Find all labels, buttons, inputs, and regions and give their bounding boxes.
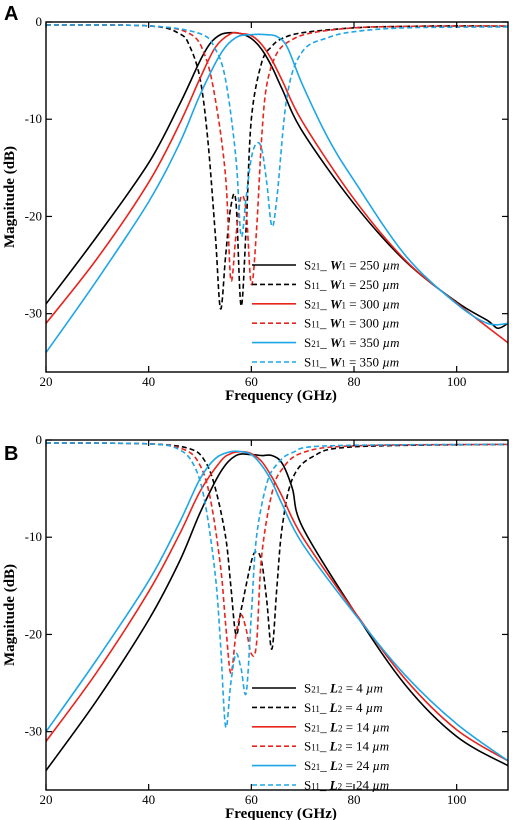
legend-entry: S11_ L2 = 4 µm	[304, 700, 383, 715]
series-line-s11-3	[46, 24, 508, 286]
series-line-s11-5	[46, 442, 508, 729]
panel-label: A	[4, 3, 18, 25]
y-tick-label: -20	[25, 208, 42, 223]
y-tick-label: 0	[36, 14, 43, 29]
x-tick-label: 20	[40, 374, 53, 389]
x-tick-label: 100	[447, 374, 467, 389]
series-line-s11-5	[46, 24, 508, 238]
x-tick-label: 60	[245, 792, 258, 807]
x-tick-label: 80	[348, 792, 361, 807]
legend-entry: S21_ L2 = 4 µm	[304, 681, 383, 696]
y-tick-label: -20	[25, 626, 42, 641]
x-tick-label: 20	[40, 792, 53, 807]
series-line-s21-2	[46, 31, 508, 344]
y-axis-title: Magnitude (dB)	[2, 146, 18, 248]
legend-entry: S11_ L2 = 24 µm	[304, 778, 389, 793]
y-axis-title: Magnitude (dB)	[2, 564, 18, 666]
legend-entry: S21_ L2 = 24 µm	[304, 758, 389, 773]
plot-frame	[45, 21, 509, 373]
x-axis-title: Frequency (GHz)	[225, 388, 337, 404]
chart-panel-b: B 20 40 60 80 100 -30 -20 -10 0 Frequency (GHz) Mag…	[2, 432, 509, 820]
series-line-s11-3	[46, 442, 508, 675]
y-tick-label: -10	[25, 111, 42, 126]
x-tick-label: 60	[245, 374, 258, 389]
series-line-s21-4	[46, 33, 508, 354]
x-tick-label: 40	[142, 792, 155, 807]
y-tick-label: -30	[25, 724, 42, 739]
legend: S21_ W1 = 250 µm S11_ W1 = 250 µm S21_ W1 …	[252, 258, 400, 370]
series-line-s21-2	[46, 450, 508, 762]
y-tick-label: -30	[25, 306, 42, 321]
legend-entry: S11_ L2 = 14 µm	[304, 739, 389, 754]
legend-entry: S11_ W1 = 350 µm	[304, 355, 399, 370]
plot-frame	[45, 439, 509, 791]
legend-entry: S21_ W1 = 250 µm	[304, 258, 400, 273]
legend-entry: S21_ W1 = 300 µm	[304, 296, 400, 311]
x-tick-label: 80	[348, 374, 361, 389]
legend-entry: S21_ L2 = 14 µm	[304, 719, 389, 734]
series-line-s21-0	[46, 453, 508, 772]
series-line-s21-4	[46, 450, 508, 762]
y-tick-label: -10	[25, 529, 42, 544]
series-group	[46, 24, 508, 354]
legend-entry: S21_ W1 = 350 µm	[304, 335, 400, 350]
x-tick-label: 40	[142, 374, 155, 389]
legend-entry: S11_ W1 = 250 µm	[304, 277, 399, 292]
panel-label: B	[4, 443, 18, 465]
x-tick-label: 100	[447, 792, 467, 807]
series-line-s11-1	[46, 24, 508, 310]
legend: S21_ L2 = 4 µm S11_ L2 = 4 µm S21_ L2 = 14…	[252, 681, 389, 793]
x-axis-title: Frequency (GHz)	[225, 806, 337, 820]
series-group	[46, 442, 508, 772]
y-tick-label: 0	[36, 432, 43, 447]
chart-panel-a: A 20 40 60 80 100 -30 -20 -10 0 Frequency (GHz) Mag…	[2, 3, 509, 404]
legend-entry: S11_ W1 = 300 µm	[304, 316, 399, 331]
series-line-s11-1	[46, 442, 508, 650]
